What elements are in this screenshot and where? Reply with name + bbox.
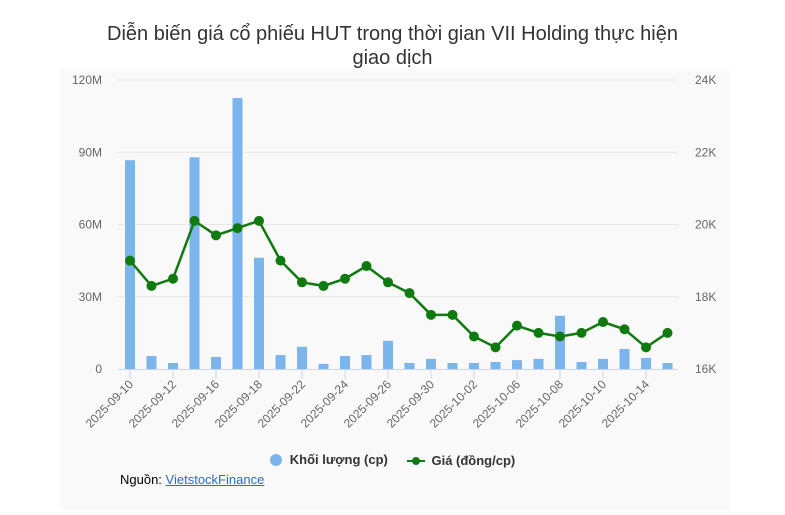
- volume-bar[interactable]: [340, 355, 350, 369]
- volume-bar[interactable]: [512, 360, 522, 369]
- price-point[interactable]: [340, 273, 350, 284]
- volume-bar[interactable]: [168, 362, 178, 369]
- chart-title: Diễn biến giá cổ phiếu HUT trong thời gi…: [0, 22, 785, 70]
- x-axis: 2025-09-102025-09-122025-09-162025-09-18…: [83, 369, 678, 431]
- volume-bar[interactable]: [383, 340, 393, 369]
- volume-bar[interactable]: [146, 355, 157, 369]
- volume-bar[interactable]: [318, 363, 329, 369]
- volume-legend-marker-icon: [269, 453, 282, 466]
- volume-bar[interactable]: [254, 257, 264, 369]
- price-point[interactable]: [469, 331, 479, 342]
- volume-bar[interactable]: [576, 362, 587, 369]
- y-right-tick-label: 18K: [695, 290, 716, 304]
- volume-bar[interactable]: [361, 355, 372, 369]
- price-point[interactable]: [318, 280, 329, 291]
- price-point[interactable]: [641, 342, 651, 353]
- price-point[interactable]: [576, 327, 587, 338]
- price-point[interactable]: [189, 215, 200, 226]
- price-point[interactable]: [146, 280, 157, 291]
- chart-panel: [60, 69, 729, 510]
- legend-volume-label: Khối lượng (cp): [289, 452, 388, 467]
- volume-bar[interactable]: [598, 358, 608, 369]
- y-left-tick-label: 0: [95, 362, 102, 376]
- y-axis-left-volume: 0 30M 60M 90M 120M: [72, 73, 102, 376]
- price-point[interactable]: [662, 327, 673, 338]
- legend-item-volume[interactable]: Khối lượng (cp): [269, 452, 388, 467]
- y-right-tick-label: 16K: [695, 362, 716, 376]
- volume-bar[interactable]: [555, 315, 565, 369]
- volume-bar[interactable]: [469, 362, 479, 369]
- volume-bar[interactable]: [232, 98, 243, 369]
- source-label: Nguồn:: [120, 472, 166, 487]
- chart-title-line2: giao dịch: [352, 47, 433, 69]
- y-right-tick-label: 22K: [695, 145, 716, 159]
- y-left-tick-label: 120M: [72, 73, 102, 87]
- gridlines: [118, 79, 678, 298]
- volume-bar[interactable]: [211, 356, 221, 369]
- volume-bar[interactable]: [275, 355, 286, 369]
- legend: Khối lượng (cp) Giá (đồng/cp): [0, 452, 785, 469]
- price-point[interactable]: [490, 342, 501, 353]
- volume-bar[interactable]: [662, 362, 673, 369]
- volume-bar[interactable]: [490, 362, 501, 369]
- volume-bar[interactable]: [619, 349, 630, 369]
- price-point[interactable]: [211, 230, 221, 241]
- legend-price-label: Giá (đồng/cp): [431, 453, 516, 468]
- legend-item-price[interactable]: Giá (đồng/cp): [407, 453, 515, 468]
- y-right-tick-label: 24K: [695, 73, 716, 87]
- price-point[interactable]: [447, 309, 458, 320]
- price-point[interactable]: [555, 331, 565, 342]
- price-point[interactable]: [125, 255, 135, 266]
- chart-title-line1: Diễn biến giá cổ phiếu HUT trong thời gi…: [107, 23, 678, 45]
- price-point[interactable]: [297, 277, 307, 288]
- price-polyline: [129, 218, 669, 349]
- volume-bar[interactable]: [297, 346, 307, 369]
- y-right-tick-label: 20K: [695, 218, 716, 232]
- y-left-tick-label: 60M: [79, 218, 102, 232]
- price-legend-marker-icon: [407, 456, 426, 466]
- volume-bar[interactable]: [533, 358, 544, 369]
- price-point[interactable]: [383, 277, 393, 288]
- price-point[interactable]: [404, 288, 415, 299]
- price-point[interactable]: [512, 320, 522, 331]
- y-axis-right-price: 16K 18K 20K 22K 24K: [695, 73, 716, 376]
- price-point[interactable]: [361, 261, 372, 272]
- price-point[interactable]: [232, 223, 243, 234]
- price-point[interactable]: [533, 327, 544, 338]
- volume-bar[interactable]: [404, 362, 415, 369]
- price-point[interactable]: [168, 273, 178, 284]
- y-left-tick-label: 30M: [79, 290, 102, 304]
- price-point[interactable]: [275, 255, 286, 266]
- volume-bar[interactable]: [641, 357, 651, 369]
- source-note: Nguồn: VietstockFinance: [120, 472, 264, 487]
- price-point[interactable]: [598, 317, 608, 328]
- price-line: [125, 215, 673, 353]
- source-link[interactable]: VietstockFinance: [165, 472, 265, 487]
- volume-bar[interactable]: [447, 362, 458, 369]
- price-point[interactable]: [426, 309, 436, 320]
- volume-bar[interactable]: [189, 157, 200, 369]
- volume-bar[interactable]: [426, 358, 436, 369]
- price-point[interactable]: [254, 215, 264, 226]
- price-point[interactable]: [619, 324, 630, 335]
- y-left-tick-label: 90M: [79, 145, 102, 159]
